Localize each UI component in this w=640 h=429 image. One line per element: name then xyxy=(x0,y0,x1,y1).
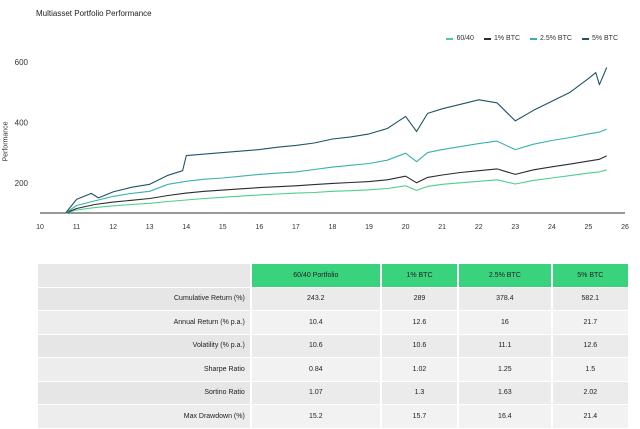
x-tick-label: 20 xyxy=(402,224,410,231)
table-cell: 582.1 xyxy=(551,287,631,311)
series-line xyxy=(65,155,607,214)
x-tick-label: 26 xyxy=(621,224,629,231)
row-label: Volatility (% p.a.) xyxy=(38,334,252,358)
table-cell: 15.2 xyxy=(250,404,382,429)
table-cell: 1.07 xyxy=(250,381,382,405)
table-cell: 12.6 xyxy=(551,334,631,358)
table-cell: 0.84 xyxy=(250,357,382,382)
x-tick-label: 12 xyxy=(109,224,117,231)
table-cell: 2.02 xyxy=(551,381,631,405)
legend-item: 60/40 xyxy=(446,35,474,42)
legend-swatch xyxy=(530,37,538,40)
table-row: Volatility (% p.a.) 10.6 10.6 11.1 12.6 xyxy=(38,334,631,358)
table-cell: 16 xyxy=(458,310,553,335)
table-header-cell: 2.5% BTC xyxy=(458,264,553,288)
table-cell: 10.4 xyxy=(250,310,382,335)
table-cell: 16.4 xyxy=(458,404,553,429)
table-cell: 21.7 xyxy=(551,310,631,335)
table-row: Sharpe Ratio 0.84 1.02 1.25 1.5 xyxy=(38,357,631,382)
table-row: Max Drawdown (%) 15.2 15.7 16.4 21.4 xyxy=(38,404,631,429)
x-tick-label: 22 xyxy=(475,224,483,231)
table-cell: 11.1 xyxy=(458,334,553,358)
table-cell: 1.5 xyxy=(551,357,631,382)
y-tick-label: 400 xyxy=(15,118,29,127)
table-cell: 1.63 xyxy=(458,381,553,405)
row-label: Cumulative Return (%) xyxy=(38,287,252,311)
x-tick-label: 13 xyxy=(146,224,154,231)
line-chart: 200 400 600 10 11 12 13 14 15 16 17 18 19 20 21 22 23 24 2… xyxy=(15,58,629,231)
table-header-cell: 1% BTC xyxy=(380,264,460,288)
table-cell: 12.6 xyxy=(380,310,460,335)
row-label: Sharpe Ratio xyxy=(38,357,252,382)
table-cell: 243.2 xyxy=(250,287,382,311)
legend-label: 2.5% BTC xyxy=(540,35,572,42)
x-tick-label: 21 xyxy=(438,224,446,231)
x-tick-label: 15 xyxy=(219,224,227,231)
row-label: Annual Return (% p.a.) xyxy=(38,310,252,335)
legend-label: 60/40 xyxy=(456,35,474,42)
table-header-row: 60/40 Portfolio 1% BTC 2.5% BTC 5% BTC xyxy=(38,264,631,288)
table-cell: 10.6 xyxy=(250,334,382,358)
table-row: Cumulative Return (%) 243.2 289 378.4 58… xyxy=(38,287,631,311)
table-header-cell: 60/40 Portfolio xyxy=(250,264,382,288)
stats-table: 60/40 Portfolio 1% BTC 2.5% BTC 5% BTC C… xyxy=(38,264,631,429)
table-header-cell xyxy=(38,264,252,288)
x-tick-label: 17 xyxy=(292,224,300,231)
x-tick-label: 11 xyxy=(73,224,80,231)
legend-item: 1% BTC xyxy=(483,35,521,42)
x-tick-label: 14 xyxy=(182,224,190,231)
table-cell: 10.6 xyxy=(380,334,460,358)
table-row: Annual Return (% p.a.) 10.4 12.6 16 21.7 xyxy=(38,310,631,335)
table-header-cell: 5% BTC xyxy=(551,264,631,288)
row-label: Sortino Ratio xyxy=(38,381,252,405)
y-tick-label: 200 xyxy=(15,179,29,188)
series-line xyxy=(65,128,607,214)
series-line xyxy=(65,67,608,214)
x-tick-label: 24 xyxy=(548,224,556,231)
legend-label: 5% BTC xyxy=(591,35,618,42)
table-cell: 1.02 xyxy=(380,357,460,382)
x-tick-label: 23 xyxy=(511,224,519,231)
series-line xyxy=(65,169,607,214)
legend-item: 2.5% BTC xyxy=(530,35,572,42)
legend-item: 5% BTC xyxy=(581,35,618,42)
chart-title: Multiasset Portfolio Performance xyxy=(36,9,152,18)
legend-label: 1% BTC xyxy=(493,35,521,42)
table-cell: 1.3 xyxy=(380,381,460,405)
x-tick-label: 16 xyxy=(255,224,263,231)
x-tick-label: 18 xyxy=(329,224,337,231)
legend-swatch xyxy=(581,37,589,40)
table-cell: 15.7 xyxy=(380,404,460,429)
x-tick-label: 19 xyxy=(365,224,373,231)
y-tick-label: 600 xyxy=(15,58,29,67)
x-tick-label: 25 xyxy=(585,224,593,231)
x-tick-label: 10 xyxy=(36,224,44,231)
table-cell: 1.25 xyxy=(458,357,553,382)
table-cell: 289 xyxy=(380,287,460,311)
table-cell: 21.4 xyxy=(551,404,631,429)
legend-swatch xyxy=(446,37,454,40)
legend-swatch xyxy=(483,37,491,40)
table-row: Sortino Ratio 1.07 1.3 1.63 2.02 xyxy=(38,381,631,405)
row-label: Max Drawdown (%) xyxy=(38,404,252,429)
chart-legend: 60/40 1% BTC 2.5% BTC 5% BTC xyxy=(446,35,618,42)
table-cell: 378.4 xyxy=(458,287,553,311)
